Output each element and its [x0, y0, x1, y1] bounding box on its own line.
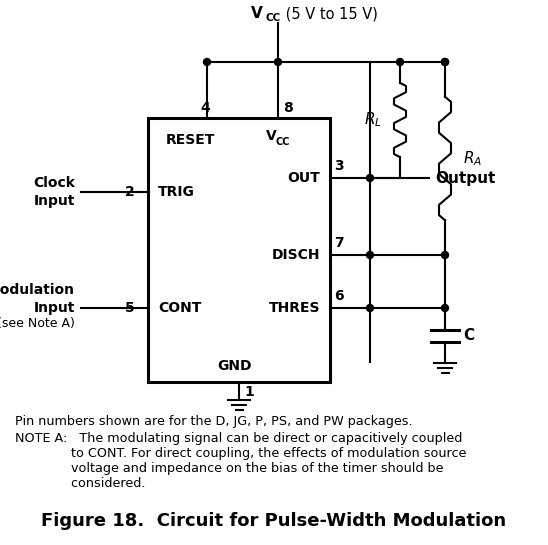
Text: GND: GND [217, 359, 251, 373]
Circle shape [397, 58, 403, 65]
Text: Output: Output [435, 171, 495, 185]
Text: CONT: CONT [158, 301, 201, 315]
Text: (see Note A): (see Note A) [0, 317, 75, 330]
Text: DISCH: DISCH [271, 248, 320, 262]
Text: CC: CC [265, 13, 280, 23]
Circle shape [442, 58, 448, 65]
Bar [148, 118, 330, 382]
Text: 4: 4 [200, 101, 210, 115]
Text: NOTE A:   The modulating signal can be direct or capacitively coupled: NOTE A: The modulating signal can be dir… [15, 432, 463, 445]
Circle shape [442, 305, 448, 312]
Text: Input: Input [33, 194, 75, 208]
Text: RESET: RESET [165, 133, 215, 147]
Text: to CONT. For direct coupling, the effects of modulation source: to CONT. For direct coupling, the effect… [15, 447, 466, 460]
Circle shape [367, 174, 374, 181]
Circle shape [275, 58, 282, 65]
Circle shape [367, 305, 374, 312]
Text: considered.: considered. [15, 477, 146, 490]
Text: V: V [266, 129, 277, 143]
Text: (5 V to 15 V): (5 V to 15 V) [281, 7, 378, 21]
Text: 7: 7 [334, 236, 344, 250]
Text: OUT: OUT [287, 171, 320, 185]
Text: Input: Input [33, 301, 75, 315]
Text: Modulation: Modulation [0, 283, 75, 297]
Text: 5: 5 [125, 301, 135, 315]
Circle shape [367, 251, 374, 258]
Text: CC: CC [275, 137, 289, 147]
Text: $R_L$: $R_L$ [364, 111, 382, 129]
Text: voltage and impedance on the bias of the timer should be: voltage and impedance on the bias of the… [15, 462, 443, 475]
Text: 1: 1 [244, 385, 254, 399]
Text: C: C [463, 328, 474, 343]
Text: Pin numbers shown are for the D, JG, P, PS, and PW packages.: Pin numbers shown are for the D, JG, P, … [15, 415, 413, 428]
Text: 3: 3 [334, 159, 344, 173]
Text: TRIG: TRIG [158, 185, 195, 199]
Circle shape [442, 251, 448, 258]
Text: THRES: THRES [269, 301, 320, 315]
Text: $R_A$: $R_A$ [463, 149, 482, 168]
Text: 8: 8 [283, 101, 293, 115]
Text: 6: 6 [334, 289, 344, 303]
Circle shape [442, 58, 448, 65]
Text: Clock: Clock [33, 176, 75, 190]
Text: 2: 2 [125, 185, 135, 199]
Text: V: V [251, 7, 263, 21]
Text: Figure 18.  Circuit for Pulse-Width Modulation: Figure 18. Circuit for Pulse-Width Modul… [42, 512, 506, 530]
Circle shape [203, 58, 210, 65]
